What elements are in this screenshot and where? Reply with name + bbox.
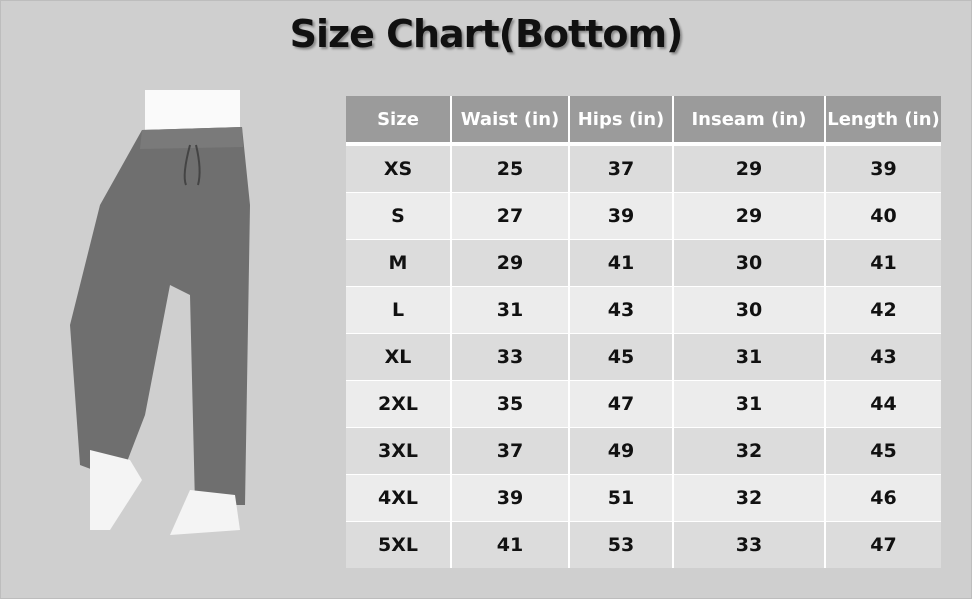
size-chart-table: Size Waist (in) Hips (in) Inseam (in) Le… <box>346 96 941 568</box>
table-row: S 27 39 29 40 <box>346 192 941 240</box>
table-row: 5XL 41 53 33 47 <box>346 521 941 568</box>
page-title: Size Chart(Bottom) <box>289 12 684 56</box>
cell-hips: 45 <box>569 333 674 381</box>
table-row: M 29 41 30 41 <box>346 239 941 287</box>
cell-hips: 37 <box>569 143 674 193</box>
cell-length: 46 <box>825 474 941 522</box>
cell-size: XL <box>346 333 452 381</box>
cell-hips: 41 <box>569 239 674 287</box>
cell-length: 42 <box>825 286 941 334</box>
drawstring <box>183 144 201 186</box>
pants-product-image <box>70 90 250 535</box>
left-shoe <box>90 450 142 530</box>
cell-length: 47 <box>825 521 941 568</box>
header-size: Size <box>346 96 452 146</box>
cell-inseam: 31 <box>673 380 826 428</box>
cell-waist: 31 <box>451 286 570 334</box>
cell-inseam: 32 <box>673 427 826 475</box>
table-row: 3XL 37 49 32 45 <box>346 427 941 475</box>
right-shoe <box>170 490 240 535</box>
header-waist: Waist (in) <box>451 96 570 146</box>
cell-length: 44 <box>825 380 941 428</box>
table-row: 4XL 39 51 32 46 <box>346 474 941 522</box>
cell-waist: 25 <box>451 143 570 193</box>
cell-hips: 39 <box>569 192 674 240</box>
cell-size: S <box>346 192 452 240</box>
cell-inseam: 29 <box>673 192 826 240</box>
cell-size: 5XL <box>346 521 452 568</box>
cell-length: 43 <box>825 333 941 381</box>
table-row: XL 33 45 31 43 <box>346 333 941 381</box>
waistband <box>140 127 243 149</box>
cell-waist: 33 <box>451 333 570 381</box>
cell-waist: 39 <box>451 474 570 522</box>
cell-hips: 53 <box>569 521 674 568</box>
cell-hips: 47 <box>569 380 674 428</box>
cell-inseam: 32 <box>673 474 826 522</box>
header-length: Length (in) <box>825 96 941 146</box>
header-hips: Hips (in) <box>569 96 674 146</box>
cell-size: 4XL <box>346 474 452 522</box>
cell-inseam: 30 <box>673 286 826 334</box>
cell-size: L <box>346 286 452 334</box>
cell-length: 45 <box>825 427 941 475</box>
cell-size: XS <box>346 143 452 193</box>
cell-length: 41 <box>825 239 941 287</box>
cell-waist: 37 <box>451 427 570 475</box>
white-top <box>145 90 240 130</box>
cell-length: 40 <box>825 192 941 240</box>
cell-waist: 27 <box>451 192 570 240</box>
cell-waist: 29 <box>451 239 570 287</box>
table-row: XS 25 37 29 39 <box>346 143 941 193</box>
cell-waist: 41 <box>451 521 570 568</box>
cell-size: 2XL <box>346 380 452 428</box>
header-inseam: Inseam (in) <box>673 96 826 146</box>
cell-waist: 35 <box>451 380 570 428</box>
cell-size: 3XL <box>346 427 452 475</box>
pants-shape <box>70 127 250 505</box>
cell-inseam: 30 <box>673 239 826 287</box>
cell-hips: 49 <box>569 427 674 475</box>
table-row: 2XL 35 47 31 44 <box>346 380 941 428</box>
table-header-row: Size Waist (in) Hips (in) Inseam (in) Le… <box>346 96 941 146</box>
cell-inseam: 29 <box>673 143 826 193</box>
table-row: L 31 43 30 42 <box>346 286 941 334</box>
cell-hips: 51 <box>569 474 674 522</box>
cell-size: M <box>346 239 452 287</box>
cell-hips: 43 <box>569 286 674 334</box>
cell-length: 39 <box>825 143 941 193</box>
cell-inseam: 31 <box>673 333 826 381</box>
cell-inseam: 33 <box>673 521 826 568</box>
